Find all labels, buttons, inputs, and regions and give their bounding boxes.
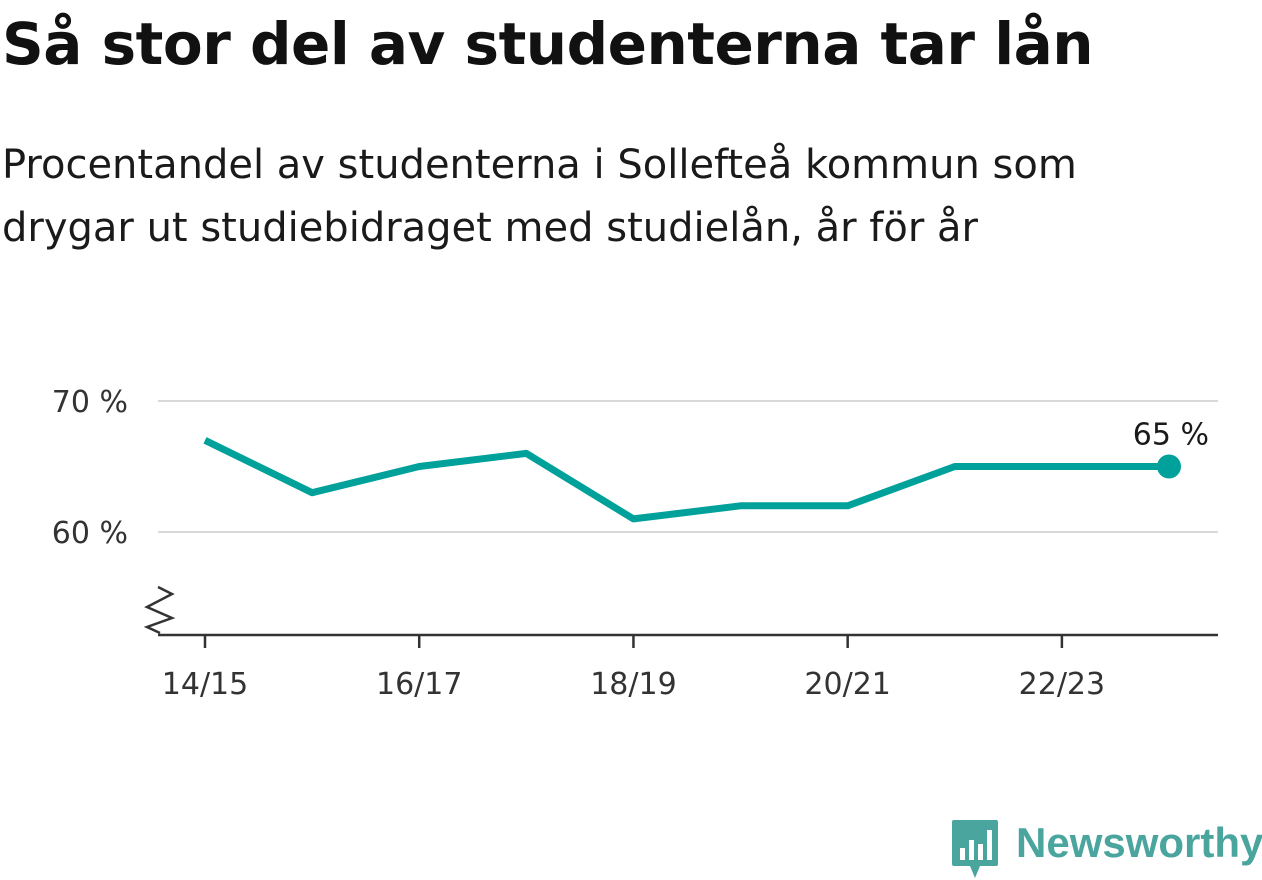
y-axis-ticks: 60 % 70 % (52, 385, 128, 551)
x-tick-label: 16/17 (376, 667, 462, 702)
x-tick-label: 18/19 (590, 667, 676, 702)
end-point-marker (1157, 454, 1181, 479)
x-tick-label: 22/23 (1019, 667, 1105, 702)
bar-chart-icon (952, 820, 998, 878)
axis-break-mark (143, 585, 176, 635)
chart-subtitle: Procentandel av studenterna i Sollefteå … (2, 142, 1077, 251)
line-chart: 60 % 70 % 14/15 16/17 18/19 20/21 22/23 65 % (52, 385, 1218, 702)
newsworthy-logo: Newsworthy (950, 818, 1262, 880)
series (203, 437, 1181, 523)
y-tick-label: 70 % (52, 385, 128, 420)
x-tick-label: 14/15 (162, 667, 248, 702)
series-line (203, 437, 1169, 523)
gridlines (158, 400, 1218, 533)
x-axis-ticks: 14/15 16/17 18/19 20/21 22/23 (162, 635, 1105, 702)
x-axis (143, 585, 1218, 637)
data-labels: 65 % (1133, 418, 1209, 453)
end-value-label: 65 % (1133, 418, 1209, 453)
chart-title: Så stor del av studenterna tar lån (2, 10, 1094, 78)
logo-text: Newsworthy (1016, 819, 1262, 866)
y-tick-label: 60 % (52, 516, 128, 551)
x-tick-label: 20/21 (804, 667, 890, 702)
